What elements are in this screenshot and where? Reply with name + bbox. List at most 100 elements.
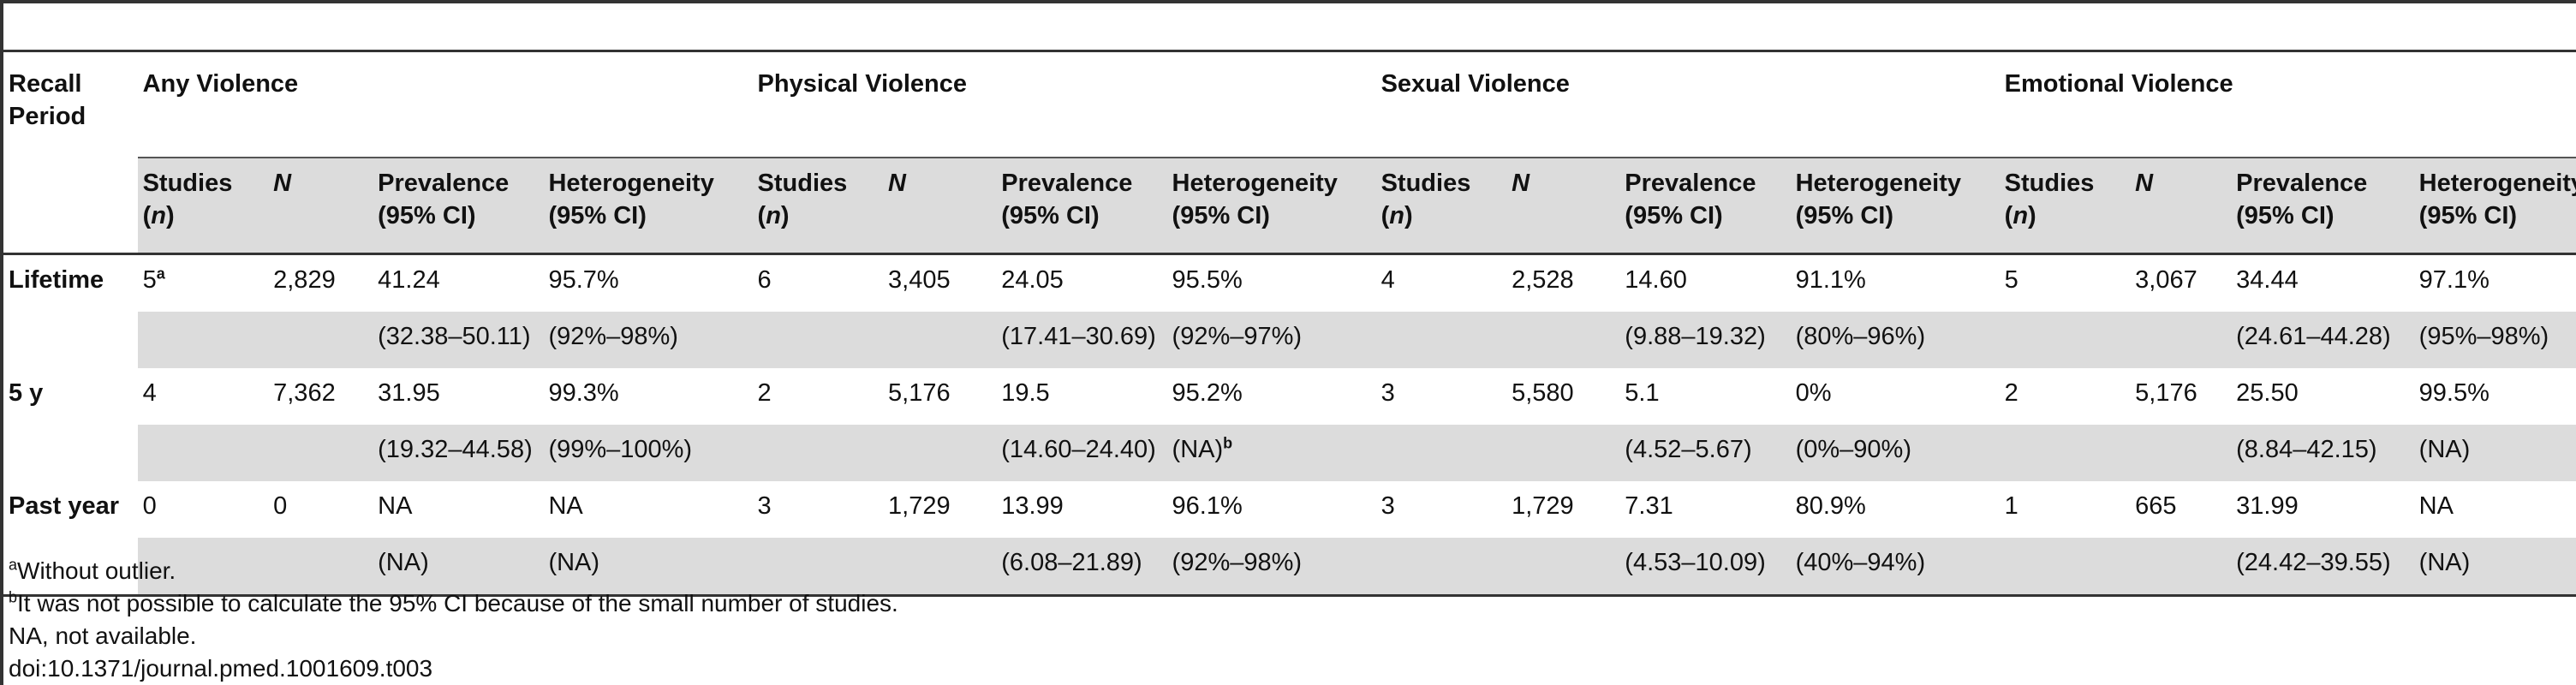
- physical-n-cell: 1,729: [888, 492, 951, 520]
- physical-prevalence-cell: 19.5: [1001, 379, 1050, 407]
- emotional-n-cell: 665: [2135, 492, 2177, 520]
- blank-cell: [1999, 538, 2131, 597]
- emotional-prevalence-ci-cell: (24.61–44.28): [2231, 312, 2414, 368]
- blank-cell: [137, 538, 269, 597]
- emotional-heterogeneity-ci-cell: (NA): [2413, 425, 2576, 481]
- emotional-violence-header: Emotional Violence: [1999, 50, 2576, 158]
- blank-cell: [137, 425, 269, 481]
- sexual-prevalence-ci-cell: (4.53–10.09): [1619, 538, 1791, 597]
- physical-heterogeneity-ci-cell: (92%–97%): [1166, 312, 1376, 368]
- blank-cell: [1999, 312, 2131, 368]
- sexual-n-header: N: [1506, 158, 1620, 255]
- physical-n-cell: 3,405: [888, 266, 951, 294]
- emotional-heterogeneity-ci-cell: (NA): [2413, 538, 2576, 597]
- emotional-prevalence-cell: 25.50: [2236, 379, 2299, 407]
- physical-heterogeneity-cell: 96.1%: [1172, 492, 1243, 520]
- blank-cell: [3, 312, 138, 368]
- sexual-studies-cell: 3: [1380, 379, 1395, 407]
- recall-period-cell: Lifetime: [9, 266, 104, 294]
- footnote-na: NA, not available.: [9, 622, 197, 649]
- table-row-lifetime-ci: (32.38–50.11) (92%–98%) (17.41–30.69) (9…: [3, 312, 2576, 368]
- physical-heterogeneity-ci-cell: (NA)b: [1166, 425, 1376, 481]
- blank-cell: [1506, 425, 1620, 481]
- blank-cell: [752, 538, 884, 597]
- any-n-header: N: [268, 158, 373, 255]
- emotional-n-cell: 3,067: [2135, 266, 2197, 294]
- any-studies-header: Studies (n): [137, 158, 269, 255]
- emotional-prevalence-cell: 34.44: [2236, 266, 2299, 294]
- blank-cell: [1375, 425, 1507, 481]
- emotional-prevalence-ci-cell: (24.42–39.55): [2231, 538, 2414, 597]
- blank-cell: [1375, 312, 1507, 368]
- recall-period-cell: 5 y: [9, 379, 44, 407]
- physical-studies-cell: 3: [757, 492, 772, 520]
- prevalence-table: Recall Period Any Violence Physical Viol…: [3, 50, 2576, 597]
- sexual-heterogeneity-cell: 91.1%: [1795, 266, 1866, 294]
- sexual-n-cell: 2,528: [1512, 266, 1574, 294]
- physical-n-cell: 5,176: [888, 379, 951, 407]
- sexual-violence-header: Sexual Violence: [1375, 50, 2000, 158]
- any-prevalence-ci-cell: (19.32–44.58): [373, 425, 544, 481]
- physical-heterogeneity-ci-cell: (92%–98%): [1166, 538, 1376, 597]
- any-studies-cell: 0: [142, 492, 157, 520]
- blank-cell: [3, 425, 138, 481]
- physical-prevalence-ci-cell: (6.08–21.89): [996, 538, 1167, 597]
- blank-cell: [883, 538, 997, 597]
- table-row-5y-ci: (19.32–44.58) (99%–100%) (14.60–24.40) (…: [3, 425, 2576, 481]
- blank-cell: [883, 425, 997, 481]
- any-n-cell: 0: [273, 492, 288, 520]
- blank-header-cell: [3, 158, 138, 255]
- blank-cell: [137, 312, 269, 368]
- blank-cell: [2130, 312, 2232, 368]
- sexual-heterogeneity-ci-cell: (80%–96%): [1790, 312, 2000, 368]
- emotional-studies-cell: 2: [2004, 379, 2018, 407]
- sexual-studies-header: Studies (n): [1375, 158, 1507, 255]
- blank-cell: [883, 312, 997, 368]
- emotional-prevalence-header: Prevalence (95% CI): [2231, 158, 2414, 255]
- footnote-b: bIt was not possible to calculate the 95…: [9, 588, 898, 616]
- sexual-heterogeneity-header: Heterogeneity (95% CI): [1790, 158, 2000, 255]
- physical-heterogeneity-cell: 95.2%: [1172, 379, 1243, 407]
- any-prevalence-header: Prevalence (95% CI): [373, 158, 544, 255]
- emotional-heterogeneity-header: Heterogeneity (95% CI): [2413, 158, 2576, 255]
- sexual-n-cell: 1,729: [1512, 492, 1574, 520]
- blank-cell: [1375, 538, 1507, 597]
- physical-violence-header: Physical Violence: [752, 50, 1376, 158]
- blank-cell: [268, 312, 373, 368]
- physical-prevalence-cell: 13.99: [1001, 492, 1064, 520]
- emotional-heterogeneity-ci-cell: (95%–98%): [2413, 312, 2576, 368]
- any-prevalence-cell: 41.24: [378, 266, 440, 294]
- recall-period-cell: Past year: [9, 492, 119, 520]
- emotional-studies-cell: 5: [2004, 266, 2018, 294]
- any-heterogeneity-header: Heterogeneity (95% CI): [543, 158, 753, 255]
- sexual-prevalence-ci-cell: (9.88–19.32): [1619, 312, 1791, 368]
- sexual-n-cell: 5,580: [1512, 379, 1574, 407]
- physical-n-header: N: [883, 158, 997, 255]
- any-prevalence-cell: 31.95: [378, 379, 440, 407]
- blank-cell: [2130, 425, 2232, 481]
- sexual-prevalence-ci-cell: (4.52–5.67): [1619, 425, 1791, 481]
- physical-heterogeneity-header: Heterogeneity (95% CI): [1166, 158, 1376, 255]
- emotional-studies-cell: 1: [2004, 492, 2018, 520]
- physical-heterogeneity-cell: 95.5%: [1172, 266, 1243, 294]
- any-prevalence-ci-cell: (32.38–50.11): [373, 312, 544, 368]
- doi-link[interactable]: doi:10.1371/journal.pmed.1001609.t003: [9, 655, 433, 682]
- any-prevalence-cell: NA: [378, 492, 413, 520]
- table-row-lifetime: Lifetime 5a 2,829 41.24 95.7% 6 3,405 24…: [3, 254, 2576, 313]
- any-n-cell: 7,362: [273, 379, 336, 407]
- table-row-5y: 5 y 4 7,362 31.95 99.3% 2 5,176 19.5 95.…: [3, 368, 2576, 425]
- blank-cell: [2130, 538, 2232, 597]
- sexual-prevalence-cell: 14.60: [1625, 266, 1687, 294]
- physical-studies-cell: 6: [757, 266, 772, 294]
- physical-prevalence-header: Prevalence (95% CI): [996, 158, 1167, 255]
- table-row-past-year-ci: (NA) (NA) (6.08–21.89) (92%–98%) (4.53–1…: [3, 538, 2576, 597]
- blank-cell: [752, 312, 884, 368]
- blank-cell: [268, 538, 373, 597]
- sexual-heterogeneity-cell: 0%: [1795, 379, 1832, 407]
- blank-cell: [3, 538, 138, 597]
- any-studies-cell: 5a: [142, 265, 165, 294]
- any-heterogeneity-cell: 99.3%: [548, 379, 619, 407]
- any-heterogeneity-cell: NA: [548, 492, 583, 520]
- sexual-studies-cell: 4: [1380, 266, 1395, 294]
